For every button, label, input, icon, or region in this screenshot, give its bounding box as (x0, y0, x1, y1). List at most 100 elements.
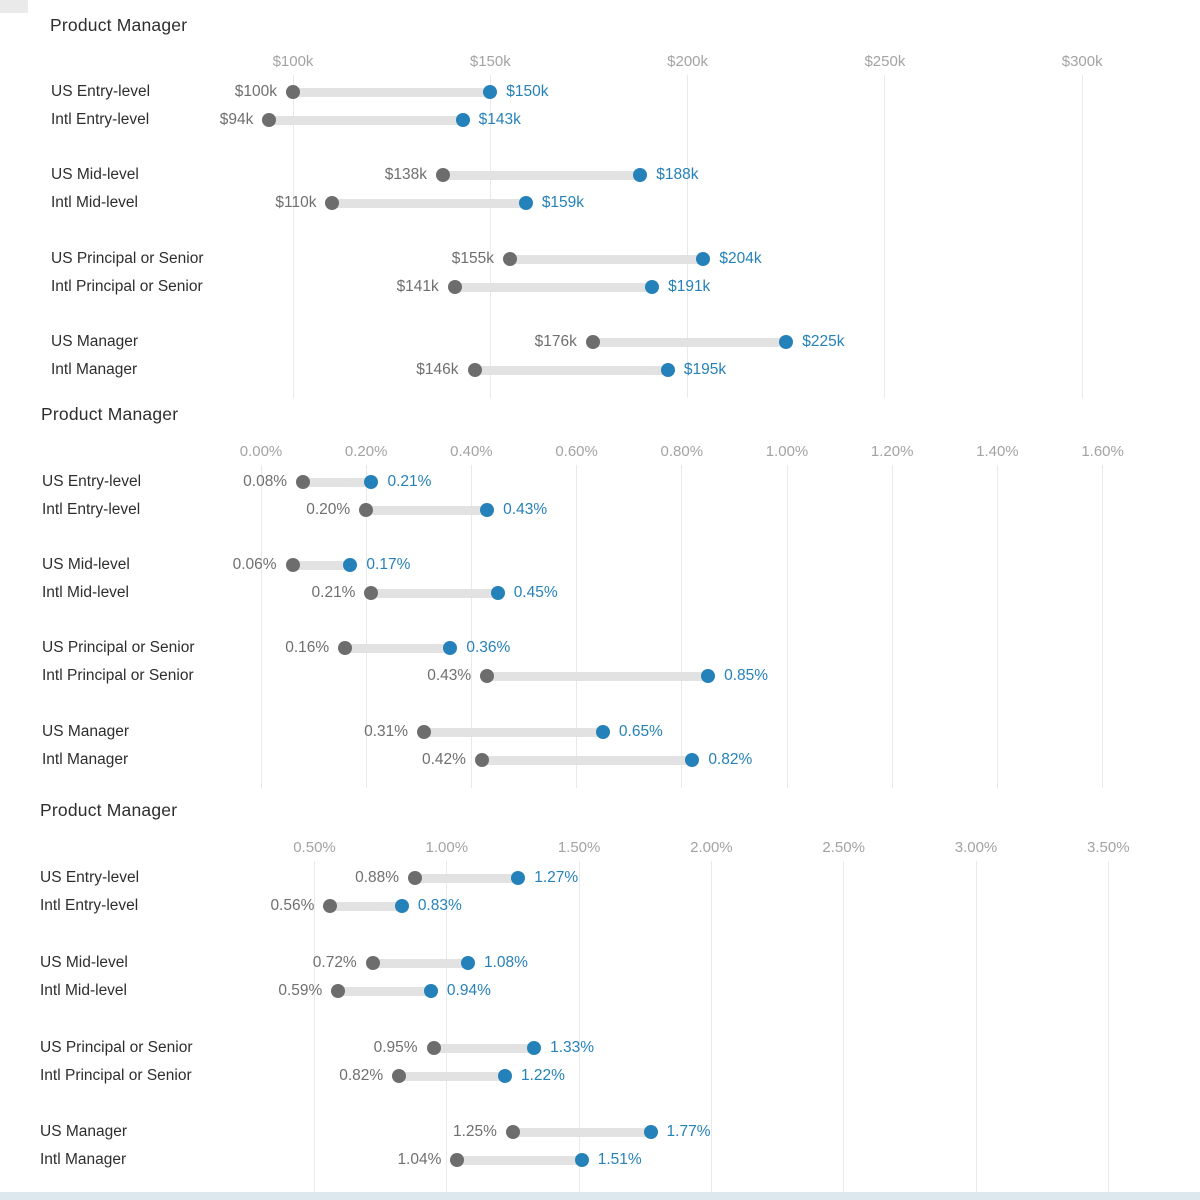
end-dot (643, 1125, 658, 1139)
axis-tick-label: $150k (469, 53, 511, 70)
row-label: US Entry-level (51, 83, 151, 100)
grid-line (578, 861, 580, 1192)
axis-tick-label: 2.00% (690, 839, 733, 856)
dumbbell-bar (269, 115, 463, 125)
axis-tick-label: 0.20% (344, 443, 388, 460)
dumbbell-bar (293, 87, 491, 97)
end-value-label: $195k (683, 361, 727, 378)
start-value-label: 0.72% (312, 954, 357, 971)
grid-line (292, 75, 294, 398)
top-left-artifact (0, 0, 28, 13)
end-dot (490, 586, 505, 600)
end-value-label: 0.21% (387, 473, 432, 490)
chart-title: Product Manager (50, 15, 188, 35)
grid-line (681, 465, 683, 788)
chart-title: Product Manager (40, 800, 178, 820)
axis-tick-label: 1.00% (425, 839, 469, 856)
dumbbell-bar (415, 873, 519, 883)
axis-tick-label: 0.00% (239, 443, 283, 460)
row-label: US Entry-level (42, 473, 142, 490)
end-value-label: 0.36% (466, 639, 511, 656)
grid-line (1102, 465, 1104, 788)
end-dot (701, 669, 716, 683)
start-dot (474, 753, 489, 767)
end-value-label: 1.08% (483, 954, 528, 971)
start-dot (323, 899, 338, 913)
dumbbell-bar (332, 198, 526, 208)
start-dot (296, 475, 311, 489)
start-dot (286, 85, 300, 99)
grid-line (576, 465, 578, 788)
axis-tick-label: 1.40% (976, 443, 1019, 460)
row-label: Intl Manager (51, 361, 138, 378)
dumbbell-bar (592, 337, 787, 347)
row-label: Intl Manager (40, 1151, 127, 1168)
grid-line (1081, 75, 1083, 398)
grid-line (470, 465, 472, 788)
axis-tick-label: 1.50% (557, 839, 601, 856)
axis-tick-label: 3.50% (1087, 839, 1130, 856)
start-value-label: 0.59% (278, 982, 323, 999)
row-label: US Manager (42, 723, 130, 740)
start-dot (585, 335, 600, 349)
dumbbell-bar (292, 560, 351, 570)
grid-line (710, 861, 712, 1192)
end-dot (527, 1041, 542, 1055)
dumbbell-bar (512, 1127, 651, 1137)
start-value-label: 0.08% (243, 473, 288, 490)
end-value-label: 0.65% (618, 723, 663, 740)
start-dot (285, 558, 300, 572)
dumbbell-bar (399, 1071, 505, 1081)
start-value-label: $155k (451, 250, 495, 267)
end-value-label: $191k (668, 278, 711, 295)
end-value-label: 0.43% (503, 501, 548, 518)
row-label: US Mid-level (51, 166, 139, 183)
end-dot (574, 1153, 589, 1167)
chart-title: Product Manager (41, 404, 179, 424)
end-value-label: 0.85% (724, 667, 769, 684)
start-value-label: $110k (275, 194, 317, 211)
end-dot (685, 753, 700, 767)
start-value-label: 0.42% (421, 751, 466, 768)
dumbbell-bar (510, 254, 704, 264)
end-value-label: 0.94% (446, 982, 491, 999)
end-value-label: $204k (719, 250, 762, 267)
start-dot (467, 363, 482, 377)
grid-line (687, 75, 689, 398)
row-label: Intl Entry-level (51, 111, 150, 128)
start-dot (331, 984, 346, 998)
dumbbell-bar (330, 901, 402, 911)
dumbbell-bar (338, 986, 431, 996)
end-dot (511, 871, 526, 885)
start-value-label: 1.25% (453, 1123, 497, 1140)
start-value-label: 0.95% (373, 1039, 418, 1056)
end-dot (645, 280, 660, 294)
row-label: Intl Entry-level (42, 501, 141, 518)
end-dot (518, 196, 533, 210)
grid-line (884, 75, 886, 398)
dumbbell-bar (303, 477, 372, 487)
end-dot (460, 956, 475, 970)
start-dot (435, 168, 450, 182)
grid-line (446, 861, 448, 1192)
start-value-label: 1.04% (397, 1151, 442, 1168)
row-label: US Principal or Senior (40, 1039, 193, 1056)
start-value-label: $94k (219, 111, 254, 128)
axis-tick-label: $250k (864, 53, 906, 70)
end-value-label: 0.83% (417, 897, 462, 914)
end-value-label: 1.27% (534, 869, 579, 886)
grid-line (996, 465, 998, 788)
row-label: Intl Mid-level (51, 194, 138, 211)
start-dot (417, 725, 432, 739)
row-label: US Mid-level (40, 954, 128, 971)
row-label: Intl Principal or Senior (51, 278, 203, 295)
start-dot (262, 113, 277, 127)
dumbbell-bar (424, 727, 603, 737)
end-dot (455, 113, 470, 127)
grid-line (489, 75, 491, 398)
axis-tick-label: 0.50% (293, 839, 336, 856)
end-dot (595, 725, 610, 739)
axis-tick-label: 0.40% (450, 443, 493, 460)
row-label: Intl Manager (42, 751, 129, 768)
